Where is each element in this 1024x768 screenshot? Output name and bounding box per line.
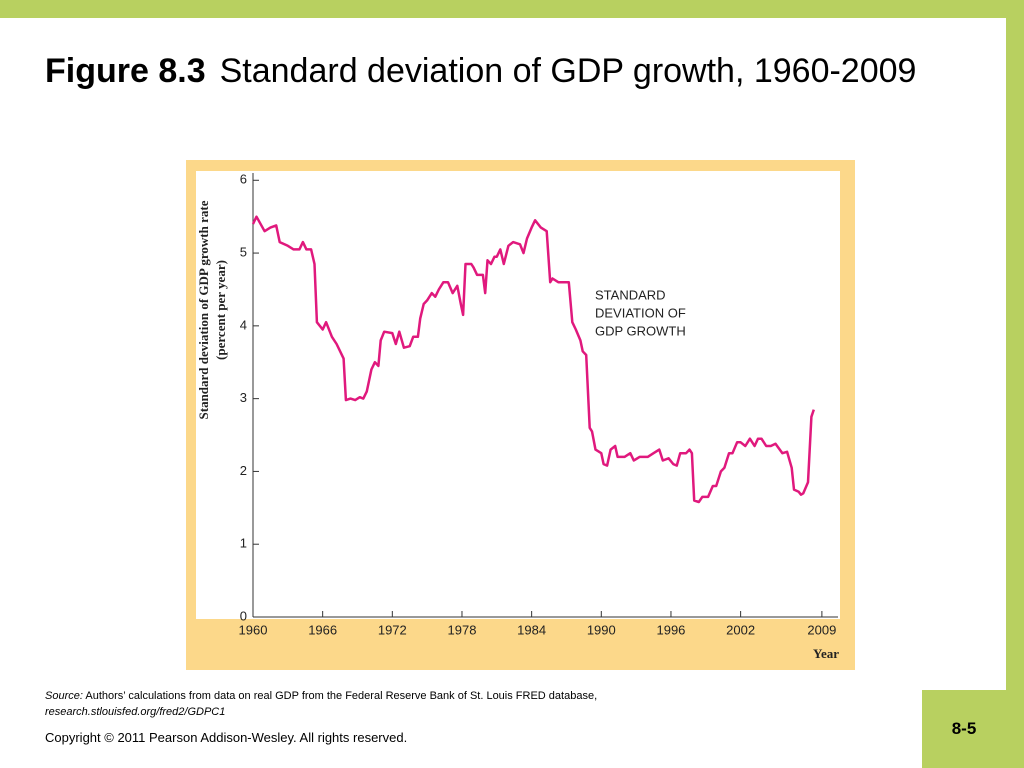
x-tick-label: 1960 [239,622,268,637]
x-tick-label: 1978 [448,622,477,637]
slide-title: Figure 8.3 Standard deviation of GDP grow… [45,48,945,94]
annotation: GDP GROWTH [595,323,686,338]
copyright: Copyright © 2011 Pearson Addison-Wesley.… [45,730,408,745]
y-tick-label: 3 [240,390,247,405]
x-tick-label: 2009 [807,622,836,637]
x-tick-label: 1966 [308,622,337,637]
page-number: 8-5 [922,690,1006,768]
data-line [251,215,815,504]
plot-area [196,171,840,619]
y-tick-label: 2 [240,463,247,478]
y-axis-label: (percent per year) [213,260,228,360]
x-tick-label: 1990 [587,622,616,637]
source-url: research.stlouisfed.org/fred2/GDPC1 [45,706,226,718]
top-bar [0,0,1024,18]
source-text: Authors’ calculations from data on real … [85,690,598,702]
x-tick-label: 2002 [726,622,755,637]
x-tick-label: 1972 [378,622,407,637]
annotation: DEVIATION OF [595,305,686,320]
chart: 0 1 2 3 4 5 6 1960 1966 1972 1978 1984 1990 1996 2002 2… [186,160,855,670]
source-label: Source: [45,690,83,702]
y-tick-label: 5 [240,245,247,260]
right-bar [1006,0,1024,768]
title-text: Standard deviation of GDP growth, 1960-2… [219,52,917,90]
source: Source: Authors’ calculations from data … [45,688,597,720]
x-tick-label: 1984 [517,622,546,637]
x-axis-label: Year [813,646,839,661]
y-tick-label: 1 [240,536,247,551]
figure-label: Figure 8.3 [45,52,206,90]
y-tick-label: 0 [240,608,247,623]
annotation: STANDARD [595,287,666,302]
y-tick-label: 6 [240,172,247,187]
y-tick-label: 4 [240,317,247,332]
x-tick-label: 1996 [656,622,685,637]
y-axis-label: Standard deviation of GDP growth rate [196,200,211,419]
